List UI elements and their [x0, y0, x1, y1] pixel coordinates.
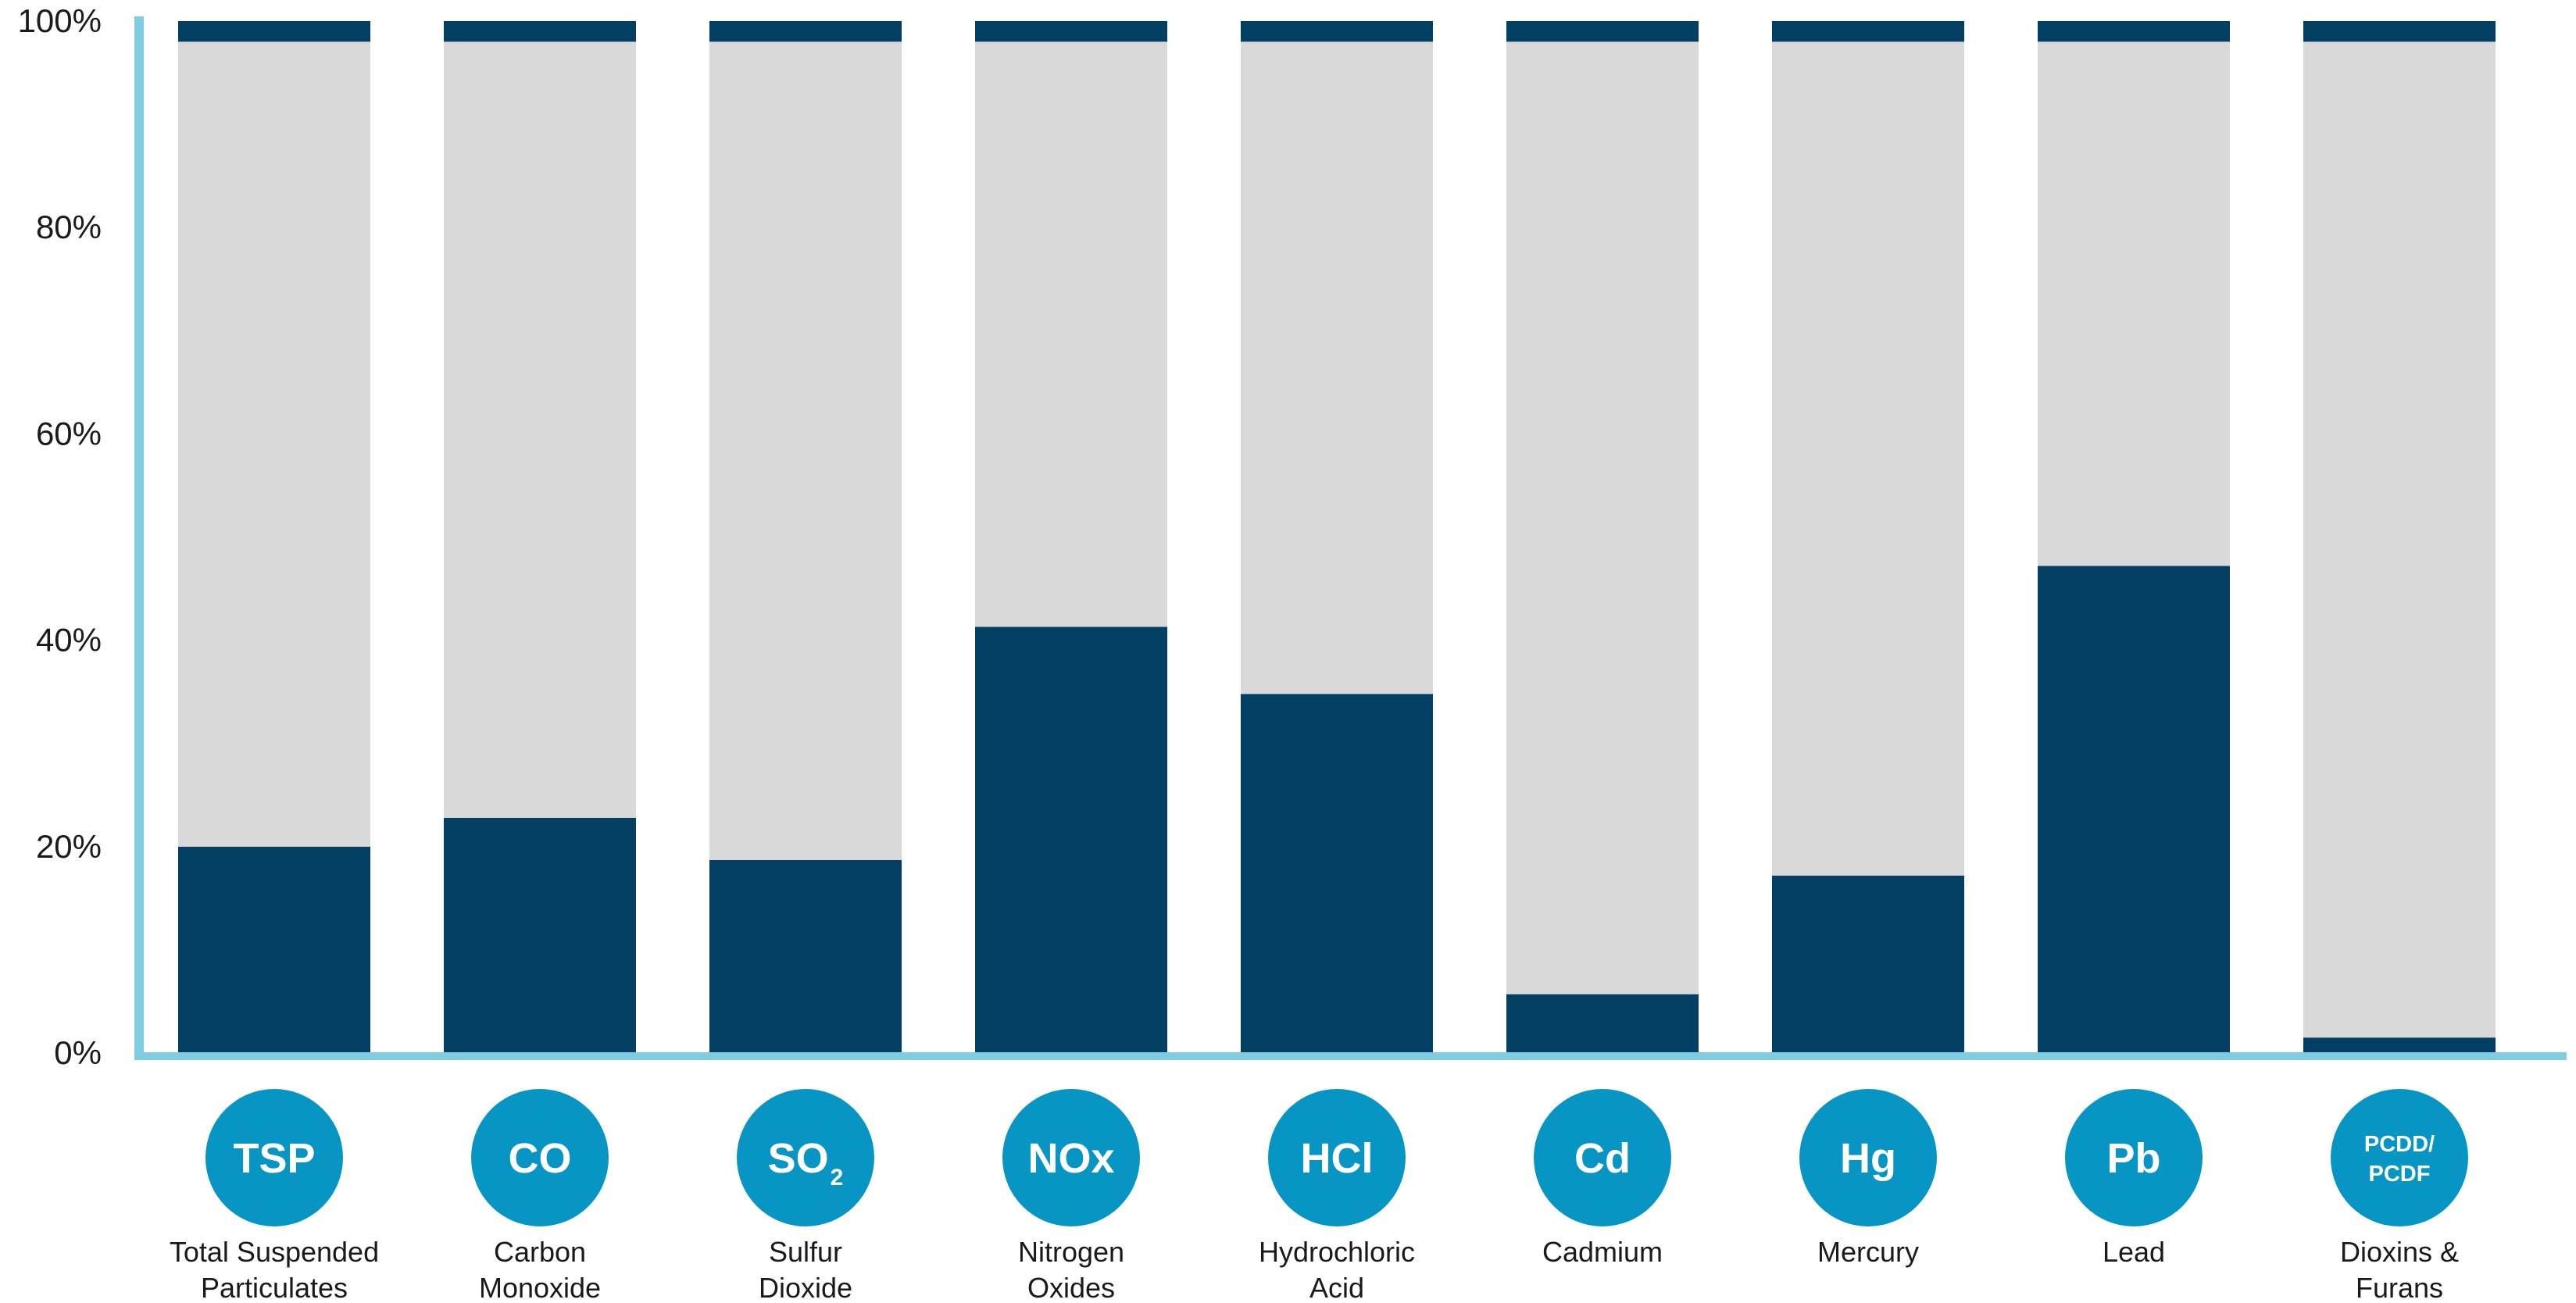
badge-symbol: PCDF — [2369, 1162, 2431, 1187]
bar-segment-1 — [2038, 41, 2230, 566]
category-badge — [2331, 1089, 2468, 1226]
category-label: Carbon — [494, 1236, 586, 1268]
bar-segment-0 — [2038, 566, 2230, 1053]
bar-segment-1 — [975, 41, 1167, 627]
y-tick-label: 20% — [36, 828, 102, 865]
badge-symbol: TSP — [233, 1135, 315, 1182]
bar-segment-0 — [178, 846, 370, 1053]
y-tick-label: 100% — [18, 2, 102, 39]
bars-layer — [178, 21, 2496, 1053]
category-badge — [471, 1089, 609, 1226]
category-badges: TSP CO SO2 NOx HCl Cd Hg Pb PCDD/PCDF — [205, 1089, 2468, 1226]
category-badge — [2065, 1089, 2203, 1226]
category-label: Cadmium — [1542, 1236, 1663, 1268]
category-label: Particulates — [201, 1272, 348, 1303]
y-tick-label: 0% — [54, 1034, 102, 1071]
category-badge — [737, 1089, 874, 1226]
bar-segment-2 — [178, 21, 370, 42]
bar-segment-1 — [1506, 41, 1699, 994]
badge-symbol: HCl — [1301, 1135, 1374, 1182]
bar-segment-2 — [1506, 21, 1699, 42]
bar-segment-1 — [444, 41, 636, 818]
axes-layer — [134, 16, 2567, 1060]
bar-segment-0 — [709, 859, 902, 1053]
bar-segment-2 — [975, 21, 1167, 42]
category-label: Mercury — [1817, 1236, 1919, 1268]
bar-segment-1 — [1772, 41, 1964, 876]
bar-segment-2 — [2303, 21, 2496, 42]
category-label: Dioxide — [759, 1272, 852, 1303]
y-tick-label: 40% — [36, 622, 102, 659]
category-label: Acid — [1309, 1272, 1364, 1303]
bar-segment-2 — [709, 21, 902, 42]
bar-segment-1 — [178, 41, 370, 847]
bar-segment-0 — [2303, 1037, 2496, 1053]
badge-symbol: Hg — [1840, 1135, 1896, 1182]
badge-symbol: Pb — [2106, 1135, 2160, 1182]
bar-segment-2 — [2038, 21, 2230, 42]
badge-symbol: NOx — [1027, 1135, 1114, 1182]
badge-symbol: PCDD/ — [2364, 1132, 2435, 1157]
bar-segment-0 — [444, 817, 636, 1053]
category-badge — [1534, 1089, 1671, 1226]
bar-segment-2 — [1772, 21, 1964, 42]
badge-symbol: Cd — [1574, 1135, 1631, 1182]
bar-segment-0 — [1772, 875, 1964, 1053]
bar-segment-1 — [709, 41, 902, 860]
category-label: Furans — [2356, 1272, 2443, 1303]
bar-segment-0 — [975, 627, 1167, 1053]
bar-segment-1 — [2303, 41, 2496, 1038]
bar-segment-1 — [1241, 41, 1433, 694]
bar-segment-2 — [1241, 21, 1433, 42]
category-label: Lead — [2103, 1236, 2165, 1268]
category-label: Total Suspended — [170, 1236, 379, 1268]
bar-segment-0 — [1506, 994, 1699, 1053]
bar-segment-0 — [1241, 694, 1433, 1053]
bar-segment-2 — [444, 21, 636, 42]
y-tick-label: 80% — [36, 209, 102, 245]
category-label: Monoxide — [479, 1272, 601, 1303]
category-labels: Total Suspended Particulates Carbon Monoxid… — [170, 1236, 2459, 1303]
y-tick-label: 60% — [36, 415, 102, 452]
category-badge — [1268, 1089, 1406, 1226]
category-badge — [1002, 1089, 1140, 1226]
category-label: Dioxins & — [2340, 1236, 2459, 1268]
badge-symbol: CO — [509, 1135, 572, 1182]
category-label: Oxides — [1027, 1272, 1115, 1303]
y-tick-labels: 0% 20% 40% 60% 80% 100% — [18, 2, 102, 1071]
category-badge — [205, 1089, 343, 1226]
category-label: Nitrogen — [1018, 1236, 1124, 1268]
category-label: Hydrochloric — [1259, 1236, 1415, 1268]
category-badge — [1799, 1089, 1937, 1226]
category-label: Sulfur — [769, 1236, 842, 1268]
